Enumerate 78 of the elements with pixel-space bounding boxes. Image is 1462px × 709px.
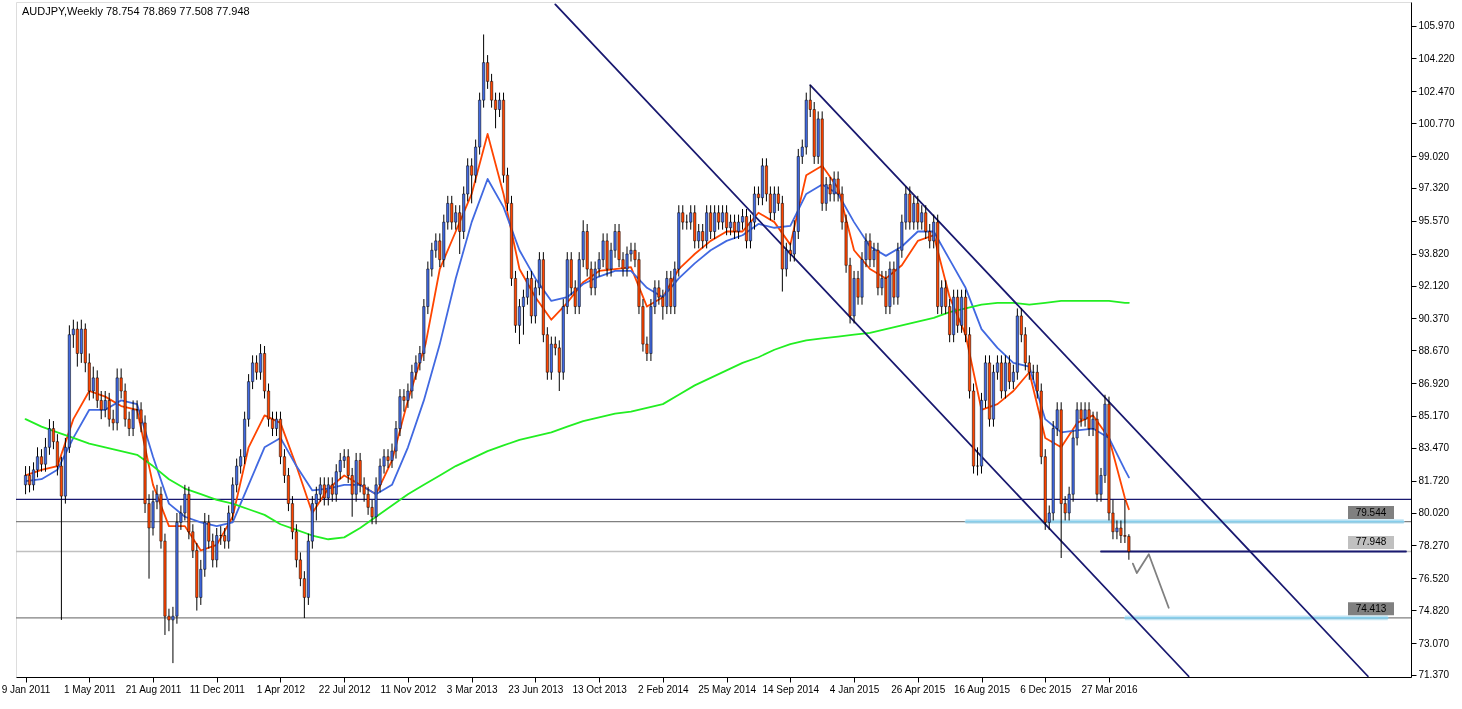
- x-tick-label: 4 Jan 2015: [829, 683, 880, 695]
- y-tick-label: 90.370: [1418, 312, 1450, 324]
- x-tick-label: 13 Oct 2013: [572, 683, 628, 695]
- chart-title: AUDJPY,Weekly 78.754 78.869 77.508 77.948: [22, 5, 250, 17]
- candlestick: [709, 204, 713, 240]
- candlestick: [450, 195, 454, 231]
- x-tick-label: 11 Nov 2012: [380, 683, 437, 695]
- candlestick: [386, 448, 390, 469]
- x-tick-label: 3 Mar 2013: [446, 683, 498, 695]
- y-tick-label: 74.820: [1418, 604, 1450, 616]
- candlestick: [868, 232, 872, 268]
- candlestick: [107, 392, 111, 428]
- x-tick-label: 22 Jul 2012: [318, 683, 371, 695]
- line-series: [1131, 553, 1170, 609]
- candlestick: [326, 476, 330, 506]
- candlestick: [912, 195, 916, 231]
- x-tick-label: 21 Aug 2011: [125, 683, 182, 695]
- candlestick: [832, 170, 836, 202]
- y-tick-label: 83.470: [1418, 442, 1450, 454]
- candlestick: [40, 448, 43, 473]
- y-tick-label: 95.570: [1418, 215, 1450, 227]
- candlestick: [721, 204, 725, 231]
- y-tick-label: 71.370: [1418, 669, 1450, 681]
- y-tick-label: 102.470: [1418, 85, 1456, 97]
- candlestick: [729, 214, 733, 236]
- x-tick-label: 27 Mar 2016: [1081, 683, 1138, 695]
- line-series: [24, 300, 1130, 541]
- x-tick-label: 26 Apr 2015: [891, 683, 946, 695]
- candlestick: [131, 399, 135, 437]
- x-tick-label: 1 May 2011: [64, 683, 116, 695]
- y-tick-label: 81.720: [1418, 475, 1450, 487]
- candlestick: [255, 354, 259, 381]
- y-tick-label: 105.970: [1418, 20, 1456, 32]
- candlestick: [95, 369, 99, 409]
- candlestick: [920, 204, 924, 231]
- candlestick: [713, 204, 717, 240]
- x-tick-label: 25 May 2014: [698, 683, 757, 695]
- y-tick-label: 86.920: [1418, 377, 1450, 389]
- candlestick: [1007, 354, 1011, 390]
- candlestick: [916, 195, 920, 231]
- candlestick: [717, 204, 721, 231]
- candlestick: [828, 176, 832, 202]
- y-tick-label: 78.270: [1418, 539, 1450, 551]
- candlestick: [772, 185, 776, 221]
- y-tick-label: 76.520: [1418, 572, 1450, 584]
- x-tick-label: 6 Dec 2015: [1020, 683, 1072, 695]
- x-tick-label: 23 Jun 2013: [508, 683, 564, 695]
- candlestick: [737, 214, 740, 240]
- candlestick: [725, 204, 729, 236]
- ref-line-label: 74.413: [1355, 602, 1387, 614]
- candlestick: [322, 476, 326, 506]
- ref-line-label: 77.948: [1355, 536, 1387, 548]
- x-tick-label: 16 Aug 2015: [953, 683, 1011, 695]
- candlestick: [1087, 401, 1091, 437]
- candlestick: [334, 463, 338, 503]
- candlestick: [1083, 401, 1087, 428]
- x-tick-label: 11 Dec 2011: [189, 683, 246, 695]
- candlestick: [28, 465, 31, 493]
- candlestick: [454, 204, 458, 231]
- y-tick-label: 80.020: [1418, 507, 1450, 519]
- ref-line-label: 79.544: [1355, 506, 1387, 518]
- candlestick: [733, 214, 736, 240]
- y-tick-label: 97.320: [1418, 182, 1450, 194]
- x-tick-label: 14 Sep 2014: [762, 683, 820, 695]
- y-tick-label: 92.120: [1418, 280, 1450, 292]
- x-tick-label: 1 Apr 2012: [256, 683, 306, 695]
- x-tick-label: 9 Jan 2011: [1, 683, 51, 695]
- y-tick-label: 93.820: [1418, 248, 1450, 260]
- y-tick-label: 104.220: [1418, 52, 1456, 64]
- x-tick-label: 2 Feb 2014: [638, 683, 690, 695]
- y-tick-label: 100.770: [1418, 117, 1456, 129]
- candlestick: [625, 246, 629, 278]
- y-tick-label: 85.170: [1418, 410, 1450, 422]
- candlestick: [91, 366, 95, 400]
- y-tick-label: 88.670: [1418, 344, 1450, 356]
- candlestick: [103, 390, 107, 418]
- y-tick-label: 99.020: [1418, 150, 1450, 162]
- y-tick-label: 73.070: [1418, 637, 1450, 649]
